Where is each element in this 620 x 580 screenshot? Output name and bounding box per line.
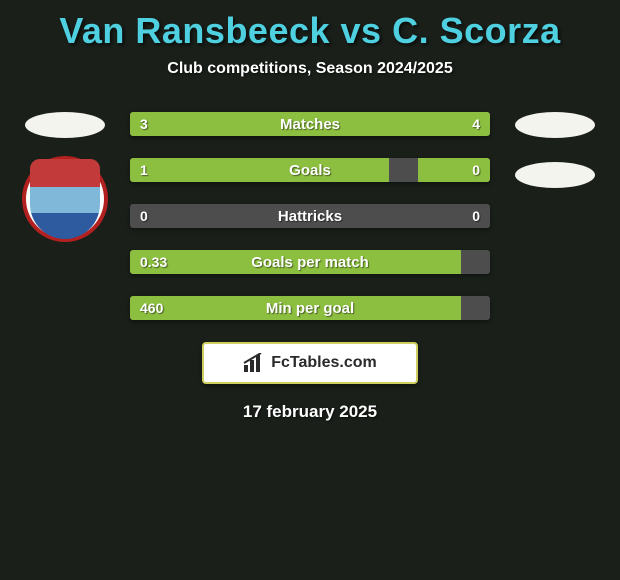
bar-label: Goals per match xyxy=(130,250,490,274)
bar-value-right: 4 xyxy=(472,112,480,136)
crest-stripe-top xyxy=(30,159,100,187)
bar-value-left: 0 xyxy=(140,204,148,228)
page-subtitle: Club competitions, Season 2024/2025 xyxy=(167,60,452,78)
player-left-team-ellipse-icon xyxy=(25,112,105,138)
bar-label: Hattricks xyxy=(130,204,490,228)
bar-value-left: 3 xyxy=(140,112,148,136)
player-right-team-ellipse-icon-2 xyxy=(515,162,595,188)
stat-bar: Min per goal460 xyxy=(130,296,490,320)
right-player-col xyxy=(490,112,620,320)
player-right-team-ellipse-icon-1 xyxy=(515,112,595,138)
bar-value-left: 460 xyxy=(140,296,163,320)
left-player-col xyxy=(0,112,130,320)
brand-box: FcTables.com xyxy=(202,342,418,384)
bar-label: Matches xyxy=(130,112,490,136)
bar-label: Goals xyxy=(130,158,490,182)
crest-stripe-bot xyxy=(30,213,100,239)
stat-bar: Matches3 4 xyxy=(130,112,490,136)
bar-label: Min per goal xyxy=(130,296,490,320)
crest-stripe-mid xyxy=(30,187,100,213)
page-title: Van Ransbeeck vs C. Scorza xyxy=(59,10,560,52)
player-left-team-crest-icon xyxy=(22,156,108,242)
bar-value-left: 0.33 xyxy=(140,250,167,274)
stat-bar: Goals per match0.33 xyxy=(130,250,490,274)
bars-container: Matches34Goals10Hattricks00Goals per mat… xyxy=(130,112,490,320)
bar-value-right: 0 xyxy=(472,158,480,182)
comparison-chart: Matches34Goals10Hattricks00Goals per mat… xyxy=(0,112,620,320)
bar-value-left: 1 xyxy=(140,158,148,182)
content: Van Ransbeeck vs C. Scorza Club competit… xyxy=(0,0,620,580)
date-text: 17 february 2025 xyxy=(243,402,377,422)
brand-bars-icon xyxy=(243,353,265,373)
brand-text: FcTables.com xyxy=(271,354,377,372)
stat-bar: Goals1 0 xyxy=(130,158,490,182)
stat-bar: Hattricks0 0 xyxy=(130,204,490,228)
bar-value-right: 0 xyxy=(472,204,480,228)
